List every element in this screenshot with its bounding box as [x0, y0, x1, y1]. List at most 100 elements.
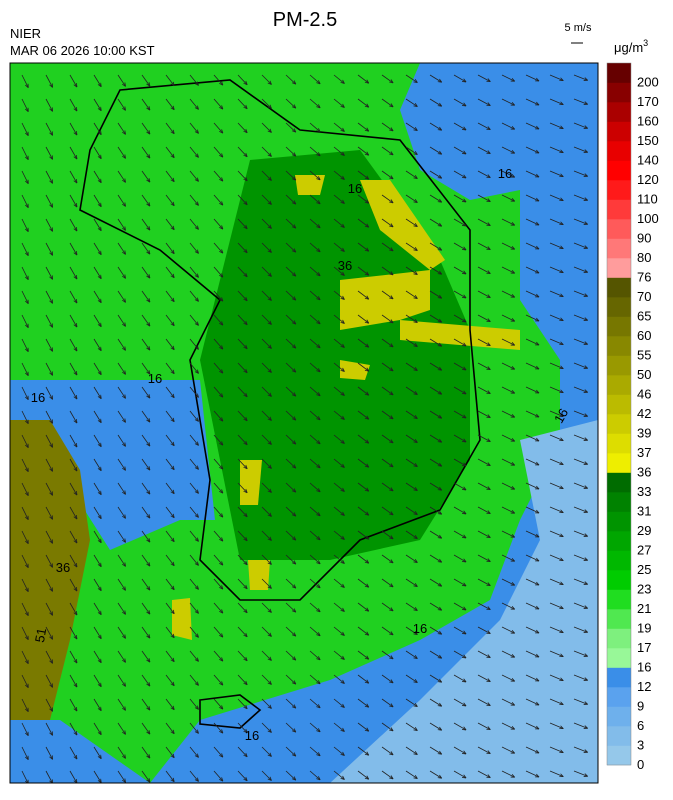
wind-arrow: [333, 242, 345, 252]
arrow-shaft: [429, 530, 442, 539]
arrow-head: [73, 227, 78, 232]
arrow-shaft: [357, 170, 370, 180]
arrow-shaft: [261, 746, 272, 757]
arrow-head: [146, 562, 151, 567]
wind-arrow: [117, 458, 126, 471]
arrow-head: [559, 461, 564, 466]
wind-arrow: [309, 266, 321, 277]
arrow-head: [219, 321, 224, 326]
arrow-head: [219, 465, 224, 470]
wind-arrow: [261, 578, 272, 589]
arrow-head: [583, 125, 588, 129]
wind-arrow: [357, 386, 370, 396]
wind-arrow: [165, 290, 175, 303]
wind-arrow: [21, 722, 29, 737]
arrow-head: [535, 629, 540, 634]
arrow-shaft: [453, 386, 467, 395]
arrow-head: [194, 105, 199, 110]
wind-arrow: [453, 314, 467, 323]
wind-arrow: [333, 626, 345, 636]
arrow-head: [146, 778, 151, 783]
wind-arrow: [501, 146, 516, 154]
arrow-shaft: [333, 362, 345, 372]
colorbar-tick-label: 25: [637, 562, 651, 577]
arrow-head: [97, 178, 102, 184]
arrow-shaft: [69, 122, 78, 136]
wind-arrow: [309, 338, 321, 349]
wind-arrow: [333, 674, 345, 684]
wind-arrow: [477, 242, 491, 251]
arrow-shaft: [285, 626, 297, 637]
wind-arrow: [213, 434, 224, 446]
arrow-head: [122, 682, 126, 687]
arrow-head: [97, 610, 102, 616]
arrow-shaft: [573, 242, 588, 249]
arrow-head: [122, 346, 126, 351]
arrow-shaft: [357, 98, 370, 108]
arrow-shaft: [189, 290, 199, 302]
arrow-shaft: [549, 338, 564, 346]
wind-arrow: [573, 338, 588, 345]
arrow-head: [170, 153, 175, 159]
arrow-shaft: [525, 506, 540, 514]
arrow-shaft: [141, 98, 151, 111]
arrow-shaft: [477, 170, 491, 178]
arrow-head: [49, 515, 54, 520]
arrow-shaft: [333, 530, 345, 540]
arrow-shaft: [261, 314, 272, 325]
wind-arrow: [93, 602, 102, 616]
wind-arrow: [405, 578, 418, 587]
arrow-shaft: [381, 530, 394, 540]
arrow-head: [170, 81, 175, 87]
wind-arrow: [261, 170, 272, 181]
wind-arrow: [477, 266, 491, 275]
wind-arrow: [93, 482, 102, 496]
arrow-shaft: [237, 386, 248, 398]
arrow-head: [535, 293, 540, 298]
arrow-shaft: [189, 554, 199, 566]
wind-arrow: [21, 578, 29, 593]
colorbar-tick-label: 27: [637, 543, 651, 558]
arrow-shaft: [141, 602, 151, 615]
arrow-head: [194, 657, 199, 662]
wind-arrow: [285, 386, 297, 397]
arrow-shaft: [357, 386, 370, 396]
arrow-shaft: [45, 746, 53, 760]
arrow-shaft: [69, 386, 78, 400]
wind-arrow: [165, 746, 175, 759]
arrow-head: [583, 653, 588, 657]
wind-arrow: [165, 218, 175, 231]
wind-arrow: [21, 458, 29, 473]
arrow-head: [486, 486, 491, 491]
wind-arrow: [453, 530, 467, 539]
arrow-shaft: [477, 698, 491, 706]
wind-arrow: [93, 530, 102, 544]
arrow-shaft: [117, 338, 126, 351]
wind-arrow: [213, 578, 224, 590]
arrow-shaft: [189, 578, 199, 590]
arrow-shaft: [213, 98, 224, 110]
arrow-shaft: [93, 458, 102, 471]
arrow-shaft: [477, 146, 491, 154]
arrow-head: [583, 317, 588, 321]
arrow-head: [170, 609, 175, 615]
arrow-head: [486, 246, 491, 251]
arrow-shaft: [405, 650, 418, 659]
wind-arrow: [501, 218, 516, 226]
arrow-shaft: [93, 506, 102, 519]
wind-arrow: [501, 626, 516, 634]
arrow-head: [462, 198, 467, 203]
wind-arrow: [141, 98, 151, 111]
arrow-shaft: [525, 770, 540, 778]
wind-arrow: [93, 458, 102, 472]
wind-arrow: [501, 242, 516, 250]
arrow-shaft: [549, 578, 564, 586]
arrow-shaft: [453, 770, 467, 779]
arrow-shaft: [309, 698, 321, 709]
wind-arrow: [429, 698, 443, 707]
arrow-head: [413, 103, 418, 107]
arrow-shaft: [381, 650, 394, 660]
wind-arrow: [357, 530, 370, 540]
arrow-shaft: [501, 746, 515, 754]
arrow-head: [437, 510, 443, 515]
